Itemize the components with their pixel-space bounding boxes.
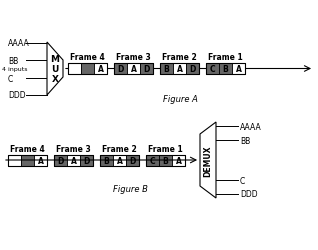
Bar (114, 64, 127, 75)
Text: A: A (131, 65, 136, 74)
Text: C: C (240, 176, 245, 185)
Text: A: A (117, 156, 122, 165)
Text: Frame 3: Frame 3 (116, 53, 151, 62)
Bar (172, 155, 185, 166)
Bar (159, 155, 172, 166)
Bar (127, 64, 140, 75)
Bar (186, 64, 199, 75)
Bar (206, 64, 245, 75)
Text: Figure A: Figure A (162, 94, 197, 104)
Bar (34, 155, 47, 166)
Bar (21, 155, 34, 166)
Bar (100, 155, 113, 166)
Text: B: B (104, 156, 109, 165)
Bar (206, 64, 219, 75)
Bar (146, 155, 159, 166)
Text: D: D (83, 156, 90, 165)
Bar (8, 155, 47, 166)
Text: A: A (38, 156, 44, 165)
Polygon shape (47, 43, 63, 96)
Text: A: A (176, 156, 182, 165)
Text: Frame 3: Frame 3 (56, 144, 91, 154)
Text: Figure B: Figure B (113, 184, 148, 193)
Text: AAAA: AAAA (240, 122, 262, 131)
Text: AAAA: AAAA (8, 39, 30, 48)
Text: DEMUX: DEMUX (204, 145, 212, 176)
Text: C: C (8, 74, 13, 83)
Text: DDD: DDD (240, 190, 258, 199)
Text: A: A (71, 156, 76, 165)
Text: A: A (236, 65, 241, 74)
Text: 4 inputs: 4 inputs (2, 67, 27, 72)
Text: BB: BB (240, 136, 250, 145)
Text: Frame 1: Frame 1 (148, 144, 183, 154)
Bar (173, 64, 186, 75)
Text: A: A (98, 65, 103, 74)
Text: Frame 2: Frame 2 (162, 53, 197, 62)
Bar (81, 64, 94, 75)
Text: B: B (162, 156, 168, 165)
Bar (80, 155, 93, 166)
Bar (232, 64, 245, 75)
Bar (126, 155, 139, 166)
Text: BB: BB (8, 56, 18, 65)
Bar (54, 155, 93, 166)
Polygon shape (200, 122, 216, 198)
Text: B: B (164, 65, 169, 74)
Text: Frame 4: Frame 4 (70, 53, 105, 62)
Bar (140, 64, 153, 75)
Text: D: D (129, 156, 136, 165)
Text: C: C (210, 65, 215, 74)
Text: A: A (176, 65, 183, 74)
Bar (68, 64, 81, 75)
Bar (160, 64, 199, 75)
Text: Frame 1: Frame 1 (208, 53, 243, 62)
Text: C: C (150, 156, 155, 165)
Text: D: D (189, 65, 196, 74)
Bar (67, 155, 80, 166)
Text: D: D (143, 65, 150, 74)
Text: D: D (117, 65, 124, 74)
Text: B: B (223, 65, 228, 74)
Bar (54, 155, 67, 166)
Text: M
U
X: M U X (51, 54, 59, 84)
Bar (94, 64, 107, 75)
Bar (219, 64, 232, 75)
Text: D: D (57, 156, 64, 165)
Bar (8, 155, 21, 166)
Text: DDD: DDD (8, 91, 26, 100)
Text: Frame 4: Frame 4 (10, 144, 45, 154)
Bar (113, 155, 126, 166)
Bar (114, 64, 153, 75)
Bar (146, 155, 185, 166)
Text: Frame 2: Frame 2 (102, 144, 137, 154)
Bar (160, 64, 173, 75)
Bar (100, 155, 139, 166)
Bar (68, 64, 107, 75)
